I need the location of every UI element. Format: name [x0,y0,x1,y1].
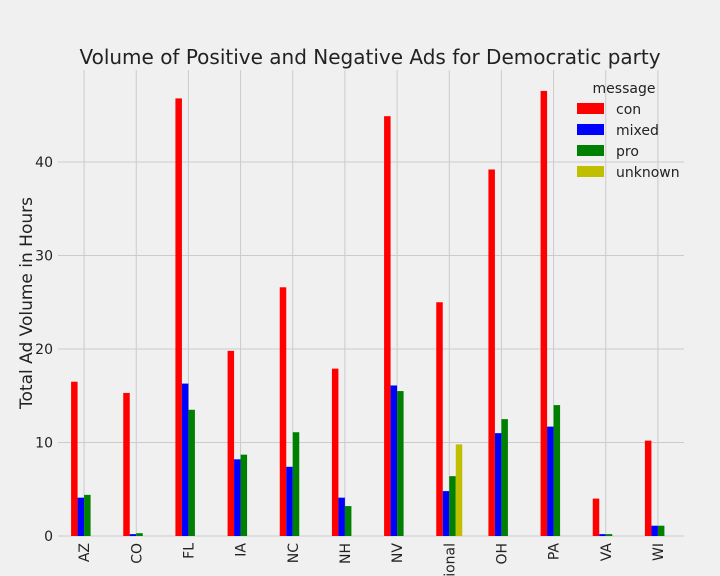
legend-title: message [593,81,656,97]
y-tick-label: 10 [35,436,53,452]
bars [71,90,665,537]
bar-con-va [592,498,600,536]
bar-pro-national [449,476,456,536]
legend-label-unknown: unknown [616,165,680,181]
legend-swatch-mixed [577,124,604,135]
legend: message con mixed pro unknown [577,81,680,181]
bar-pro-nv [397,391,404,536]
bar-con-nc [279,287,287,536]
chart-title: Volume of Positive and Negative Ads for … [79,45,660,69]
legend-swatch-unknown [577,166,604,177]
legend-label-mixed: mixed [616,123,659,139]
bar-mixed-co [129,534,137,536]
bar-mixed-wi [651,525,658,536]
bar-pro-nc [292,432,300,536]
bar-unknown-national [455,444,463,536]
y-tick-label: 40 [35,155,53,171]
bar-con-az [71,381,78,536]
tick-labels: 0 10 20 30 40 AZ CO FL IA NC NH NV National OH PA VA WI [35,155,667,576]
legend-label-pro: pro [616,144,639,160]
legend-swatch-con [577,103,604,114]
y-tick-label: 30 [35,249,53,265]
legend-swatch-pro [577,145,604,156]
x-tick-label: OH [494,543,510,565]
bar-mixed-nh [338,497,345,536]
bar-con-oh [488,169,495,537]
y-tick-label: 0 [44,529,53,545]
x-tick-label: NH [338,543,354,564]
bar-mixed-va [599,534,606,536]
x-tick-label: WI [651,543,667,561]
y-tick-label: 20 [35,342,53,358]
bar-con-nv [384,116,391,536]
bar-pro-ia [240,454,248,536]
x-tick-label: PA [547,543,563,561]
bar-pro-oh [501,419,508,536]
bar-mixed-nc [286,466,293,536]
bar-con-ia [227,350,235,536]
bar-mixed-fl [181,383,189,536]
bar-mixed-az [77,497,85,536]
bar-pro-fl [188,409,195,536]
x-tick-label: NV [390,543,406,563]
bar-mixed-pa [547,426,554,536]
x-tick-label: CO [129,543,145,564]
x-tick-label: AZ [77,543,93,562]
bar-con-nh [331,368,339,536]
grid [58,70,684,537]
x-tick-label: FL [181,543,197,559]
bar-con-pa [540,90,548,536]
bar-mixed-national [442,491,450,536]
bar-pro-nh [344,506,352,536]
bar-con-fl [175,98,182,537]
bar-pro-wi [657,525,665,536]
bar-pro-az [84,494,91,536]
bar-con-wi [644,440,652,536]
bar-con-national [436,302,443,536]
bar-mixed-nv [390,385,398,536]
bar-pro-pa [553,405,561,536]
x-tick-label: VA [599,543,615,562]
bar-mixed-oh [494,433,502,536]
x-tick-label: National [442,543,458,576]
x-tick-label: NC [286,543,302,563]
bar-pro-va [605,534,613,536]
legend-label-con: con [616,102,641,118]
y-axis-label: Total Ad Volume in Hours [17,197,37,410]
bar-mixed-ia [234,459,241,536]
bar-pro-co [136,533,143,536]
bar-con-co [123,392,130,536]
x-tick-label: IA [234,543,250,557]
